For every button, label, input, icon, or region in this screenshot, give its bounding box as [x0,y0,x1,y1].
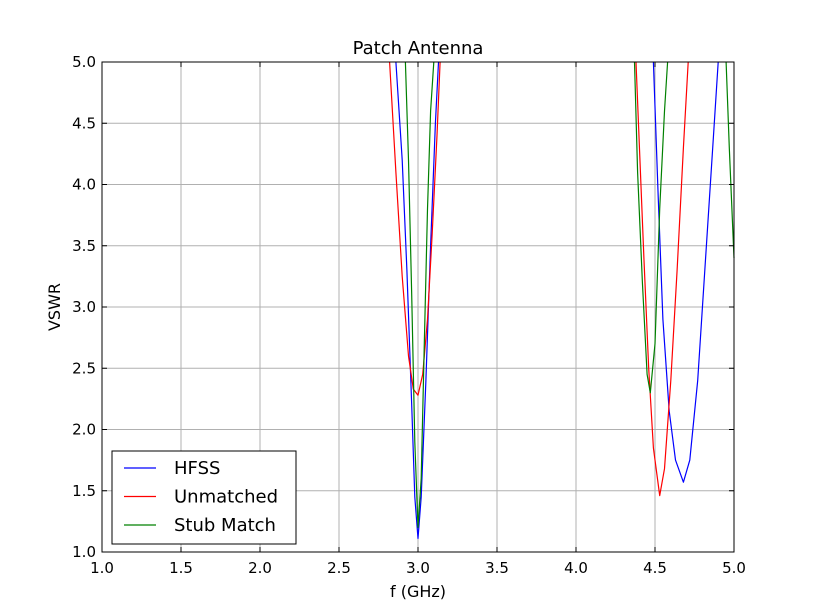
x-tick-label: 4.0 [564,559,588,577]
y-tick-label: 1.0 [72,543,96,561]
legend-label-unmatched: Unmatched [174,487,278,508]
y-tick-label: 1.5 [72,482,96,500]
series-line-stub-match [725,61,735,259]
y-tick-label: 5.0 [72,53,96,71]
y-tick-label: 3.0 [72,298,96,316]
x-tick-label: 3.0 [406,559,430,577]
axis-ticks: 1.0 1.5 2.0 2.5 3.0 3.5 4.0 4.5 5.0 1.0 1.5 2.0 2.5 3… [72,53,746,577]
x-axis-label: f (GHz) [390,582,446,601]
x-tick-label: 5.0 [722,559,746,577]
x-tick-label: 1.0 [90,559,114,577]
series-line-hfss [652,61,719,483]
x-tick-label: 3.5 [485,559,509,577]
legend-label-hfss: HFSS [174,458,220,479]
chart-title: Patch Antenna [353,38,484,59]
y-tick-label: 2.0 [72,421,96,439]
x-tick-label: 1.5 [169,559,193,577]
y-tick-label: 4.0 [72,176,96,194]
series-line-hfss [395,61,440,540]
series-line-unmatched [389,61,441,396]
y-tick-label: 2.5 [72,359,96,377]
y-axis-label: VSWR [45,283,64,331]
x-tick-label: 2.5 [327,559,351,577]
x-tick-label: 2.0 [248,559,272,577]
series-line-stub-match [404,61,435,529]
plot-series [389,61,735,540]
y-tick-label: 3.5 [72,237,96,255]
legend-box [111,450,297,545]
y-tick-label: 4.5 [72,114,96,132]
x-tick-label: 4.5 [643,559,667,577]
series-line-stub-match [633,61,669,394]
legend: HFSS Unmatched Stub Match [111,450,297,545]
legend-label-stub-match: Stub Match [174,515,276,536]
series-line-unmatched [635,61,689,497]
